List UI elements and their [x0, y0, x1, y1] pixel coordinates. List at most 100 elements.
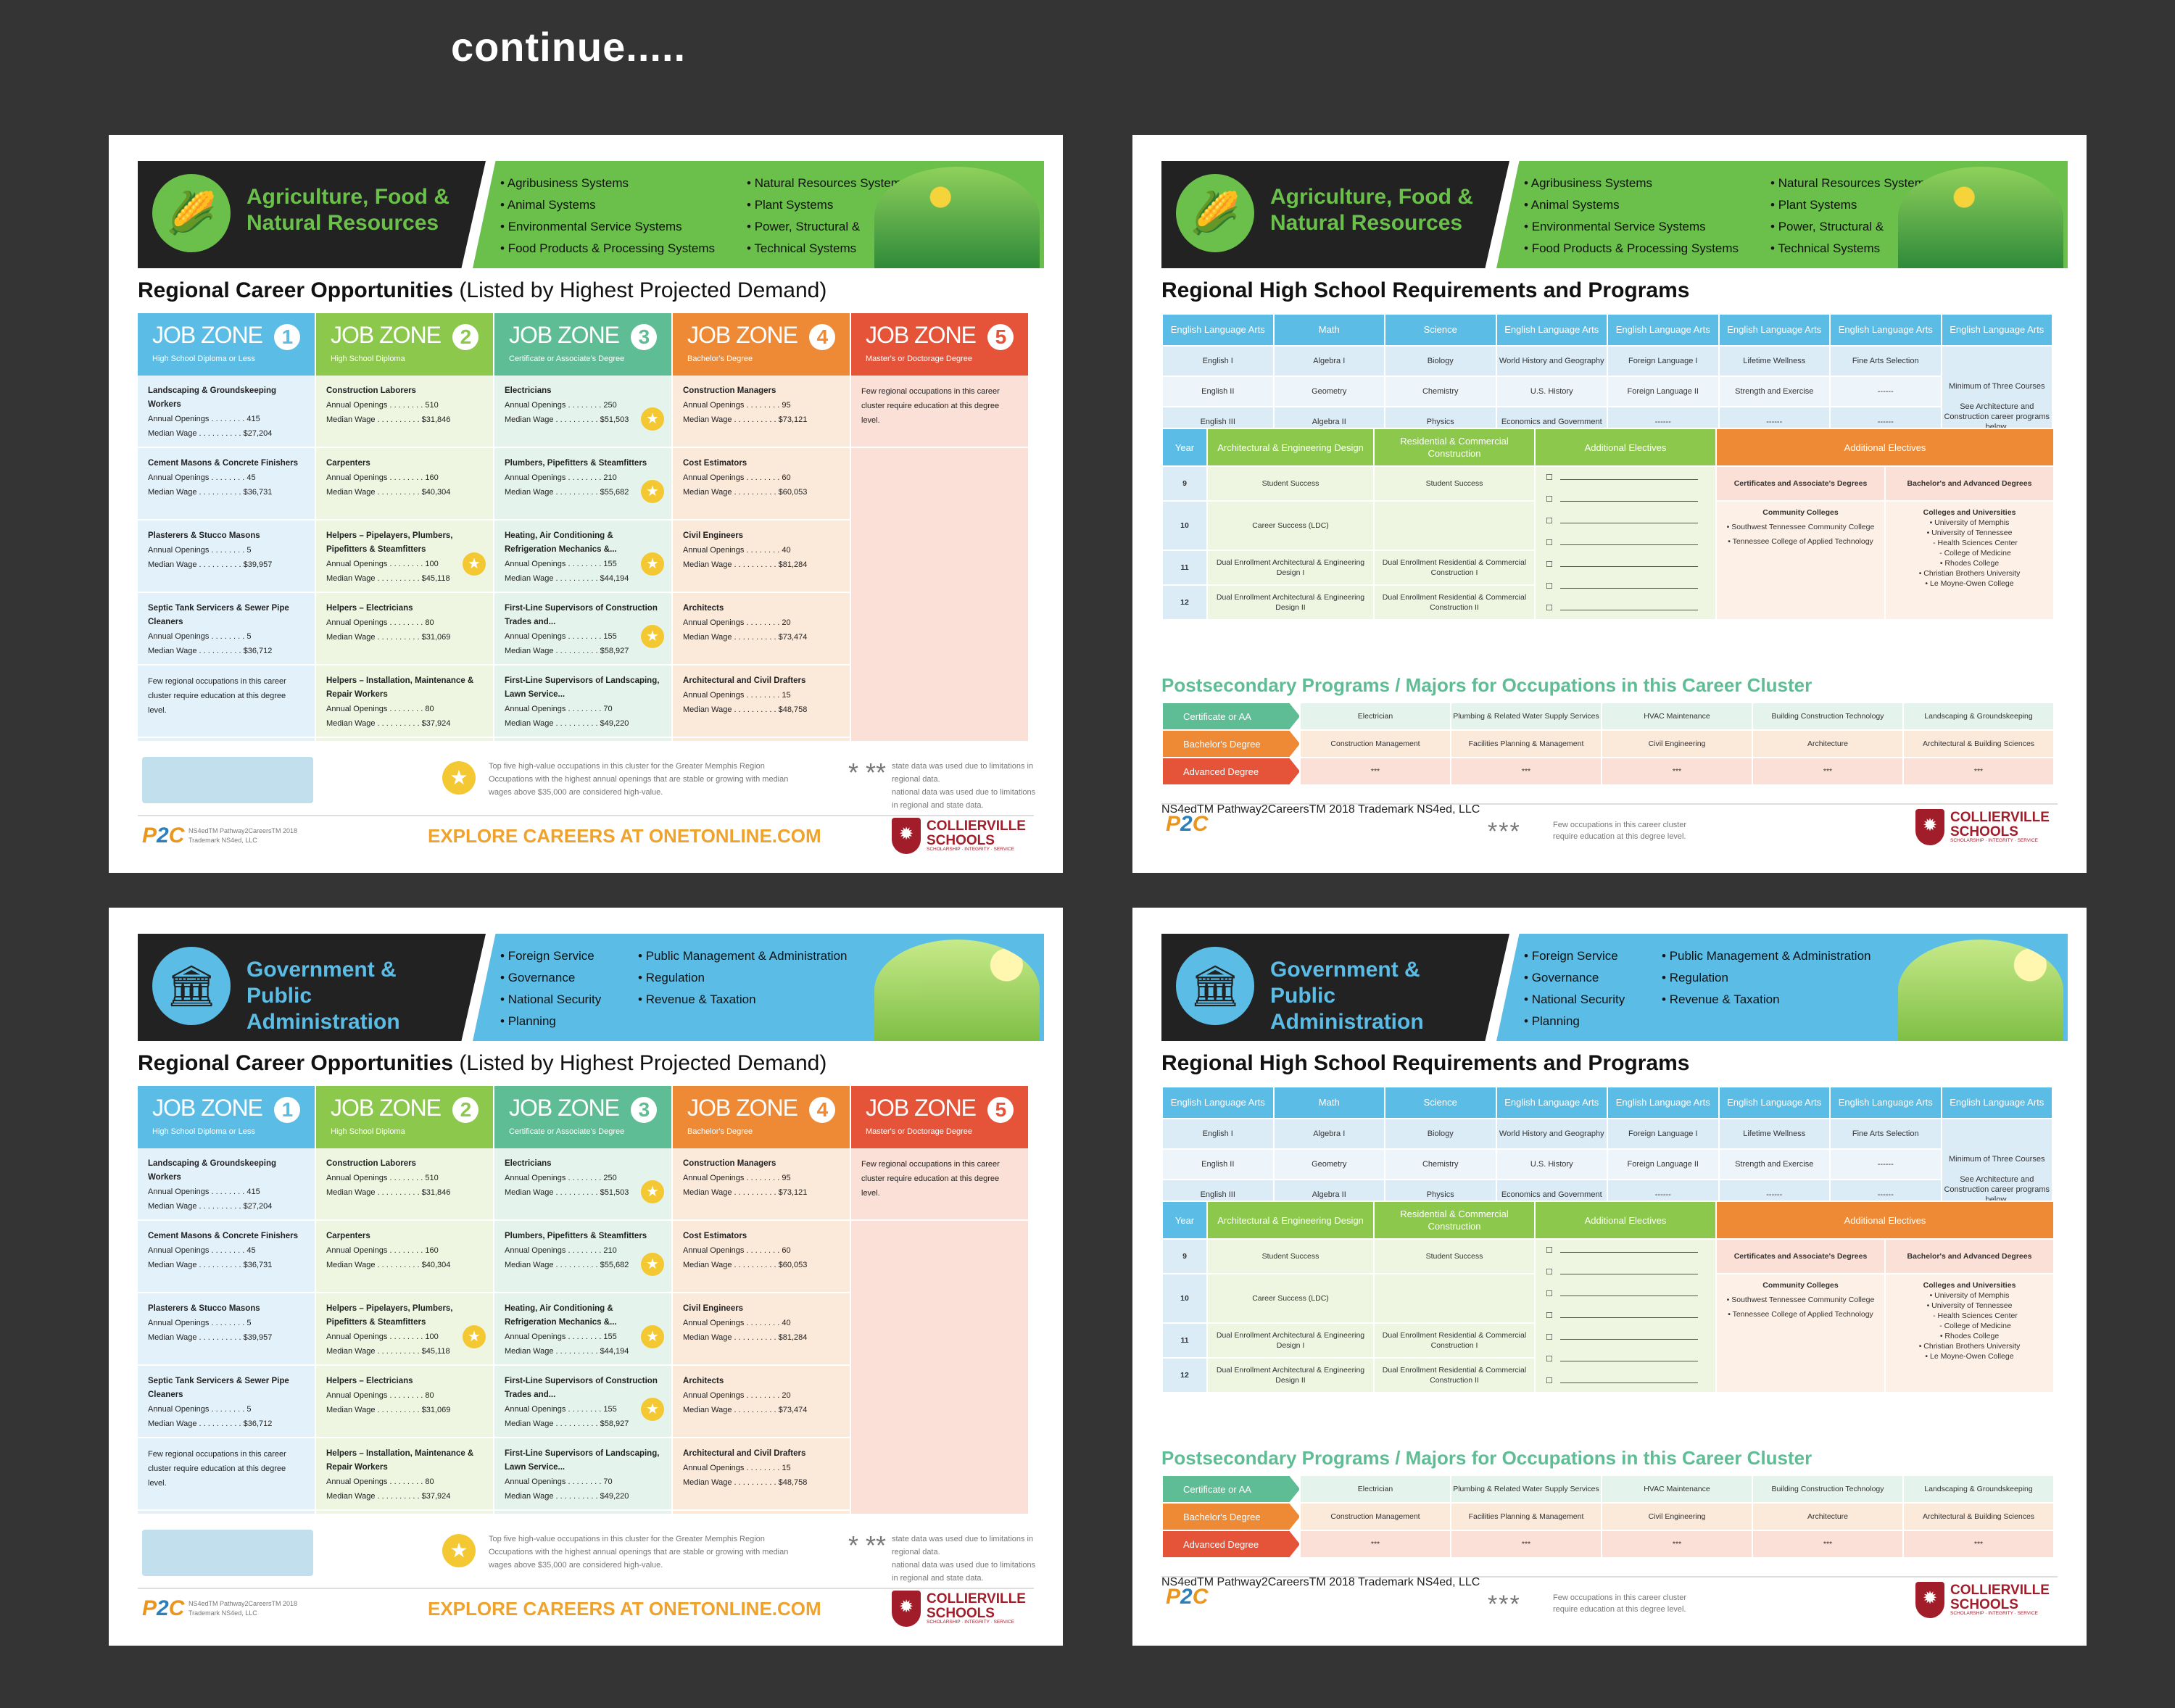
median-wage: Median Wage . . . . . . . . . . $48,758: [683, 705, 808, 714]
occupation-name: Plumbers, Pipefitters & Steamfitters: [505, 459, 647, 468]
course-cell: Chemistry: [1384, 376, 1497, 407]
median-wage: Median Wage . . . . . . . . . . $60,053: [683, 1261, 808, 1269]
program-cell: Architecture: [1752, 729, 1904, 758]
arch-course: Dual Enrollment Architectural & Engineer…: [1206, 550, 1375, 586]
elective-line[interactable]: [1559, 515, 1698, 523]
bach-header: Bachelor's and Advanced Degrees: [1884, 465, 2055, 502]
p2c-logo: P2C: [1166, 812, 1209, 836]
program-cell: ***: [1299, 1530, 1451, 1559]
occupation-name: Architects: [683, 604, 724, 613]
elective-checkbox[interactable]: ☐: [1536, 554, 1715, 576]
career-opportunities-panel: 🌽 Agriculture, Food & Natural Resources Ag…: [109, 135, 1063, 873]
elective-line[interactable]: [1559, 1266, 1698, 1274]
elective-checkbox[interactable]: ☐: [1536, 1261, 1715, 1283]
occupation: Helpers – Pipelayers, Plumbers, Pipefitt…: [316, 1293, 493, 1366]
median-wage: Median Wage . . . . . . . . . . $44,194: [505, 1347, 629, 1356]
annual-openings: Annual Openings . . . . . . . . 80: [326, 705, 434, 713]
occupation-note: Few regional occupations in this career …: [861, 1160, 1000, 1198]
elective-line[interactable]: [1559, 580, 1698, 589]
median-wage: Median Wage . . . . . . . . . . $31,069: [326, 1406, 451, 1414]
occupation-name: Carpenters: [326, 1232, 370, 1240]
elective-checkbox[interactable]: ☐: [1536, 532, 1715, 554]
requirements-column-header: Math: [1272, 1086, 1385, 1119]
occupation: Construction Laborers Annual Openings . .…: [316, 1148, 493, 1221]
annual-openings: Annual Openings . . . . . . . . 100: [326, 560, 439, 568]
elective-checkbox[interactable]: ☐: [1536, 576, 1715, 597]
elective-checkbox[interactable]: ☐: [1536, 489, 1715, 510]
course-cell: Geometry: [1272, 376, 1385, 407]
median-wage: Median Wage . . . . . . . . . . $31,846: [326, 1188, 451, 1197]
occupation: Architectural and Civil Drafters Annual O…: [673, 666, 850, 738]
university-item: - College of Medicine: [1939, 549, 2011, 557]
elective-line[interactable]: [1559, 1244, 1698, 1253]
year-plan-header: Residential & Commercial Construction: [1373, 1201, 1536, 1240]
universities-title: Colleges and Universities: [1923, 508, 2016, 517]
elective-line[interactable]: [1559, 1309, 1698, 1318]
university-item: • University of Tennessee: [1926, 528, 2013, 537]
elective-line[interactable]: [1559, 1353, 1698, 1361]
requirements-column-header: English Language Arts: [1940, 313, 2053, 347]
elective-checkbox[interactable]: ☐: [1536, 467, 1715, 489]
job-zone-number: 3: [630, 1096, 657, 1123]
construction-course: [1373, 1273, 1536, 1324]
occupation: First-Line Supervisors of Landscaping, L…: [494, 1438, 671, 1511]
median-wage: Median Wage . . . . . . . . . . $49,220: [505, 1492, 629, 1501]
explore-careers-link[interactable]: EXPLORE CAREERS AT ONETONLINE.COM: [428, 825, 821, 847]
elective-checkbox[interactable]: ☐: [1536, 1370, 1715, 1392]
occupation: Architects Annual Openings . . . . . . . …: [673, 593, 850, 666]
degree-level-label: Advanced Degree: [1162, 758, 1300, 785]
elective-checkbox[interactable]: ☐: [1536, 510, 1715, 532]
elective-checkbox[interactable]: ☐: [1536, 597, 1715, 619]
median-wage: Median Wage . . . . . . . . . . $27,204: [148, 1202, 273, 1211]
occupation-name: Cement Masons & Concrete Finishers: [148, 1232, 299, 1240]
median-wage: Median Wage . . . . . . . . . . $81,284: [683, 560, 808, 569]
footer: ★ Top five high-value occupations in this…: [138, 745, 1036, 858]
occupation-name: Civil Engineers: [683, 1304, 744, 1313]
elective-line[interactable]: [1559, 1288, 1698, 1296]
degree-level-label: Advanced Degree: [1162, 1530, 1300, 1558]
job-zone-education: High School Diploma: [331, 354, 405, 363]
pathway-item: Plant Systems: [747, 194, 907, 216]
elective-line[interactable]: [1559, 536, 1698, 545]
year-number: 12: [1161, 584, 1208, 621]
university-item: • Christian Brothers University: [1918, 569, 2021, 578]
elective-checkbox[interactable]: ☐: [1536, 1327, 1715, 1348]
occupation: Septic Tank Servicers & Sewer Pipe Clean…: [138, 593, 315, 666]
occupation: Few regional occupations in this career …: [138, 666, 315, 738]
occupation: Cement Masons & Concrete Finishers Annual…: [138, 448, 315, 521]
job-zone-2: JOB ZONE 2 High School Diploma Constructio…: [316, 1086, 494, 1514]
job-zone-title: JOB ZONE 4: [687, 1095, 835, 1123]
occupation: Few regional occupations in this career …: [138, 1438, 315, 1511]
program-cell: Civil Engineering: [1601, 729, 1753, 758]
elective-checkbox[interactable]: ☐: [1536, 1305, 1715, 1327]
elective-line[interactable]: [1559, 558, 1698, 567]
pathway-item: Environmental Service Systems: [500, 216, 715, 238]
year-plan-header: Architectural & Engineering Design: [1206, 428, 1375, 467]
elective-line[interactable]: [1559, 493, 1698, 502]
occupation-name: Architectural and Civil Drafters: [683, 1449, 806, 1458]
occupation-name: Construction Managers: [683, 386, 776, 395]
elective-line[interactable]: [1559, 602, 1698, 610]
year-number: 10: [1161, 500, 1208, 551]
community-colleges-title: Community Colleges: [1762, 1281, 1839, 1290]
median-wage: Median Wage . . . . . . . . . . $36,712: [148, 1419, 273, 1428]
p2c-logo-2: 2: [1180, 1585, 1193, 1609]
program-cell: Construction Management: [1299, 729, 1451, 758]
elective-line[interactable]: [1559, 1331, 1698, 1340]
section-title: Regional Career Opportunities (Listed by…: [138, 1051, 826, 1076]
universities-title: Colleges and Universities: [1923, 1281, 2016, 1290]
elective-checkbox[interactable]: ☐: [1536, 1283, 1715, 1305]
job-zones: JOB ZONE 1 High School Diploma or Less Lan…: [138, 313, 1030, 741]
job-zone-5: JOB ZONE 5 Master's or Doctorage Degree Fe…: [851, 313, 1030, 741]
asterisk-note-2: national data was used due to limitation…: [892, 788, 1036, 810]
program-cell: Building Construction Technology: [1752, 1475, 1904, 1504]
bach-header: Bachelor's and Advanced Degrees: [1884, 1238, 2055, 1274]
occupation: Plasterers & Stucco Masons Annual Opening…: [138, 521, 315, 593]
pathway-item: Public Management & Administration: [638, 945, 848, 967]
elective-checkbox[interactable]: ☐: [1536, 1240, 1715, 1261]
explore-careers-link[interactable]: EXPLORE CAREERS AT ONETONLINE.COM: [428, 1598, 821, 1620]
elective-line[interactable]: [1559, 471, 1698, 480]
elective-line[interactable]: [1559, 1375, 1698, 1383]
elective-checkbox[interactable]: ☐: [1536, 1348, 1715, 1370]
median-wage: Median Wage . . . . . . . . . . $73,121: [683, 1188, 808, 1197]
